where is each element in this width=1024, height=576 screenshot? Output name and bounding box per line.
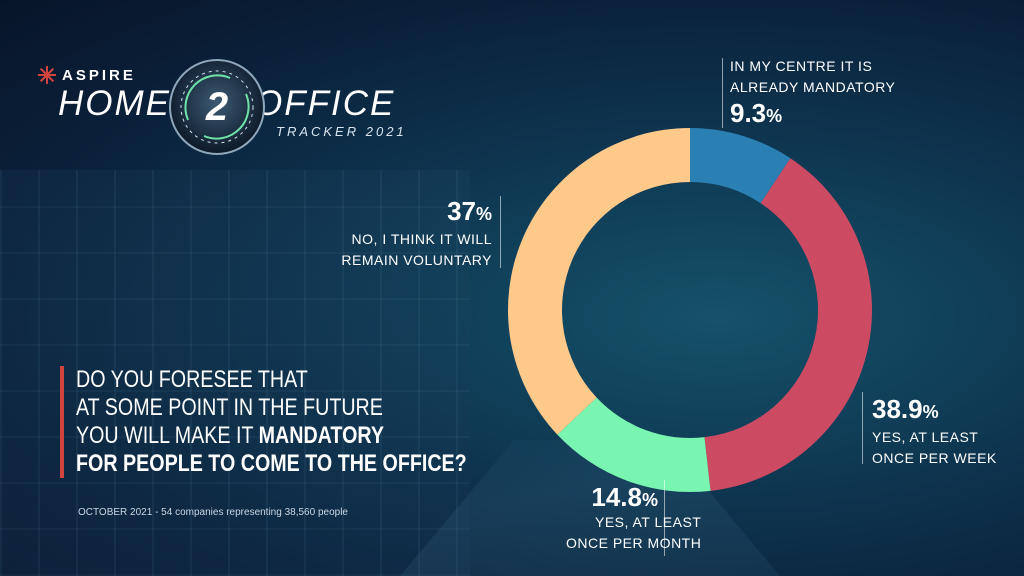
- label-remain-voluntary-pct: 37%: [320, 196, 492, 229]
- leader-line-voluntary: [500, 196, 501, 268]
- question-line-3-text: YOU WILL MAKE IT: [76, 422, 259, 449]
- unit-once-per-week: %: [922, 402, 939, 422]
- value-once-per-month: 14.8: [591, 482, 642, 512]
- logo-title-home: HOME: [58, 84, 171, 123]
- label-once-per-week-line1: YES, AT LEAST: [872, 429, 979, 445]
- brand: ASPIRE: [38, 66, 136, 84]
- slice-once-per-month: [557, 397, 711, 493]
- logo-subtitle: TRACKER 2021: [276, 124, 407, 139]
- logo-title-office: OFFICE: [255, 84, 396, 123]
- label-once-per-month: 14.8%: [566, 482, 658, 515]
- label-once-per-month-line1: YES, AT LEAST: [594, 514, 702, 530]
- value-once-per-week: 38.9: [872, 394, 923, 424]
- question-line-4: FOR PEOPLE TO COME TO THE OFFICE?: [76, 450, 467, 478]
- home2office-logo: ASPIRE HOME OFFICE 2 TRACKER 2021: [38, 58, 428, 168]
- badge-ring-icon: [169, 59, 265, 155]
- label-already-mandatory-line1: IN MY CENTRE IT IS: [730, 58, 873, 74]
- label-already-mandatory-pct: 9.3%: [730, 98, 895, 131]
- question-line-4-text: FOR PEOPLE TO COME TO THE OFFICE?: [76, 450, 467, 477]
- label-remain-voluntary-line2: REMAIN VOLUNTARY: [341, 252, 492, 268]
- slice-remain-voluntary: [507, 127, 690, 435]
- unit-already-mandatory: %: [766, 106, 783, 126]
- unit-remain-voluntary: %: [475, 204, 492, 224]
- leader-line-mandatory: [722, 58, 723, 128]
- label-remain-voluntary: 37% NO, I THINK IT WILL REMAIN VOLUNTARY: [320, 196, 492, 271]
- background-building: [0, 170, 470, 576]
- question-line-2: AT SOME POINT IN THE FUTURE: [76, 394, 383, 421]
- question-mandatory-keyword: MANDATORY: [258, 422, 384, 449]
- label-once-per-month-text: YES, AT LEAST ONCE PER MONTH: [566, 512, 701, 554]
- slice-once-per-week: [704, 158, 872, 491]
- label-once-per-month-pct: 14.8%: [566, 482, 658, 515]
- label-once-per-week-pct: 38.9%: [872, 394, 997, 427]
- question-line-1: DO YOU FORESEE THAT: [76, 366, 308, 393]
- label-once-per-week-line2: ONCE PER WEEK: [872, 450, 997, 466]
- label-once-per-week: 38.9% YES, AT LEAST ONCE PER WEEK: [872, 394, 997, 469]
- label-once-per-month-line2: ONCE PER MONTH: [566, 535, 702, 551]
- label-already-mandatory: IN MY CENTRE IT IS ALREADY MANDATORY 9.3…: [730, 56, 895, 131]
- unit-once-per-month: %: [641, 490, 658, 510]
- brand-name: ASPIRE: [62, 66, 136, 84]
- leader-line-weekly: [862, 392, 863, 464]
- logo-title-number: 2: [205, 84, 229, 129]
- logo-badge: 2: [168, 58, 266, 156]
- survey-question: DO YOU FORESEE THAT AT SOME POINT IN THE…: [60, 366, 496, 478]
- leader-line-monthly: [664, 480, 665, 556]
- label-already-mandatory-line2: ALREADY MANDATORY: [730, 79, 896, 95]
- value-remain-voluntary: 37: [447, 196, 476, 226]
- question-line-3: YOU WILL MAKE IT MANDATORY: [76, 422, 420, 450]
- value-already-mandatory: 9.3: [730, 98, 767, 128]
- slice-already-mandatory: [690, 128, 791, 204]
- label-remain-voluntary-line1: NO, I THINK IT WILL: [351, 231, 492, 247]
- aspire-star-icon: [38, 66, 56, 84]
- survey-footnote: OCTOBER 2021 - 54 companies representing…: [78, 507, 348, 518]
